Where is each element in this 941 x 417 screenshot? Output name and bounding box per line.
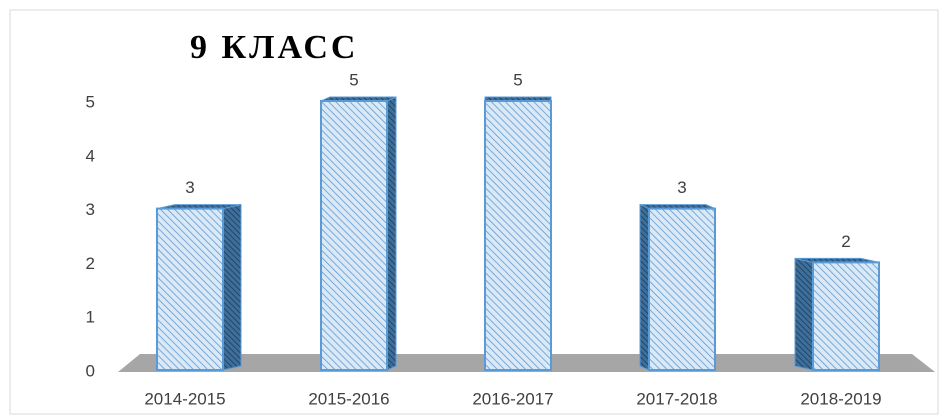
bar	[648, 207, 716, 371]
bar-side	[222, 203, 242, 371]
y-tick-label: 2	[86, 254, 95, 273]
data-label: 5	[349, 70, 358, 89]
y-tick-label: 4	[86, 146, 95, 165]
data-label: 3	[677, 178, 686, 197]
bar	[484, 100, 552, 371]
data-label: 3	[185, 178, 194, 197]
y-tick-label: 3	[86, 200, 95, 219]
y-tick-label: 0	[86, 361, 95, 380]
y-tick-label: 1	[86, 308, 95, 327]
x-tick-label: 2016-2017	[472, 389, 553, 408]
bar-side	[794, 257, 814, 371]
data-label: 2	[841, 232, 850, 251]
bar	[812, 261, 880, 371]
bar-side	[639, 203, 650, 371]
x-tick-label: 2017-2018	[636, 389, 717, 408]
chart-title: 9 КЛАСС	[190, 29, 358, 66]
bar	[156, 207, 224, 371]
x-tick-label: 2015-2016	[308, 389, 389, 408]
y-tick-label: 5	[86, 92, 95, 111]
x-tick-label: 2014-2015	[144, 389, 225, 408]
x-tick-label: 2018-2019	[800, 389, 881, 408]
data-label: 5	[513, 70, 522, 89]
bar-side	[386, 96, 397, 371]
bar	[320, 100, 388, 371]
